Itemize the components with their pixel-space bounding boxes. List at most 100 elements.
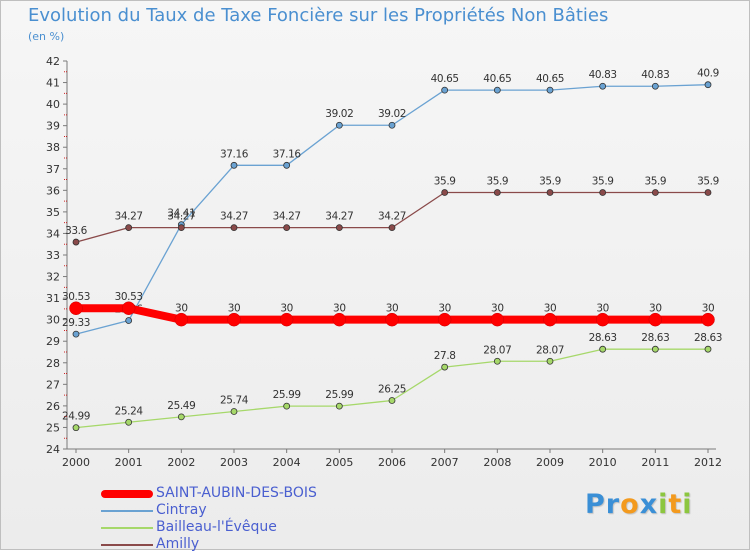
- logo-letter: x: [639, 489, 659, 520]
- data-label: 27.8: [434, 350, 456, 362]
- data-label: 35.9: [697, 175, 719, 187]
- data-point: [388, 397, 396, 404]
- legend-label-saint-aubin: SAINT-AUBIN-DES-BOIS: [156, 485, 317, 501]
- data-point: [546, 86, 554, 94]
- x-tick-label: 2003: [220, 456, 248, 469]
- data-point: [125, 418, 133, 426]
- x-tick-label: 2001: [115, 456, 143, 469]
- data-point: [69, 301, 83, 315]
- y-tick-label: 37: [46, 163, 60, 176]
- data-label: 35.9: [539, 175, 561, 187]
- y-tick-label: 26: [46, 400, 60, 413]
- x-tick-label: 2009: [536, 456, 564, 469]
- logo-letter: r: [605, 489, 621, 520]
- data-label: 30: [596, 303, 609, 315]
- data-label: 33.6: [65, 225, 87, 237]
- data-label: 34.27: [273, 211, 301, 223]
- data-point: [543, 312, 557, 327]
- x-tick-label: 2012: [694, 456, 722, 469]
- data-label: 39.02: [325, 108, 353, 120]
- y-tick-label: 33: [46, 249, 60, 262]
- x-tick-label: 2010: [589, 456, 617, 469]
- data-point: [651, 189, 659, 196]
- data-label: 28.63: [694, 332, 722, 344]
- data-label: 34.27: [220, 211, 248, 223]
- x-tick-label: 2000: [62, 456, 90, 469]
- data-point: [437, 312, 452, 327]
- logo-letter: P: [585, 489, 606, 520]
- data-point: [72, 330, 80, 338]
- data-point: [441, 189, 449, 196]
- data-point: [441, 86, 449, 94]
- data-point: [385, 312, 399, 327]
- data-label: 40.65: [483, 73, 511, 85]
- data-point: [230, 161, 238, 169]
- data-point: [388, 224, 396, 232]
- data-label: 25.49: [167, 400, 195, 412]
- data-point: [599, 82, 607, 90]
- legend-swatch-amilly: [101, 544, 153, 546]
- data-label: 34.41: [167, 208, 195, 220]
- data-point: [177, 413, 185, 421]
- data-point: [546, 357, 554, 365]
- data-label: 39.02: [378, 108, 406, 120]
- y-tick-label: 35: [46, 206, 60, 219]
- data-point: [283, 402, 291, 410]
- logo-letter: o: [620, 489, 640, 520]
- data-point: [335, 402, 343, 410]
- y-tick-label: 31: [46, 292, 60, 305]
- data-label: 28.07: [536, 344, 564, 356]
- legend-label-cintray: Cintray: [156, 502, 207, 518]
- data-point: [704, 345, 712, 353]
- data-point: [546, 189, 554, 196]
- series-bailleau-l-eveque: 24.99 25.24 25.49 25.74 25.99 25.99 26.25 27.8 2…: [62, 332, 722, 432]
- data-label: 25.24: [115, 405, 144, 417]
- data-point: [125, 224, 133, 232]
- y-tick-label: 30: [46, 314, 60, 327]
- data-point: [493, 86, 501, 94]
- x-tick-label: 2005: [325, 456, 353, 469]
- logo-letter: i: [682, 489, 693, 520]
- data-point: [72, 238, 80, 246]
- data-point: [283, 161, 291, 169]
- data-point: [493, 189, 501, 196]
- legend-label-bailleau: Bailleau-l'Évêque: [156, 519, 277, 535]
- data-label: 40.65: [536, 73, 564, 85]
- data-point: [704, 81, 712, 89]
- data-point: [648, 312, 663, 327]
- data-label: 30: [386, 303, 399, 315]
- data-label: 24.99: [62, 411, 90, 423]
- data-label: 40.65: [431, 73, 459, 85]
- data-label: 40.83: [589, 69, 617, 81]
- data-label: 26.25: [378, 384, 406, 396]
- data-point: [388, 121, 396, 129]
- data-point: [704, 189, 712, 196]
- data-label: 30: [649, 303, 662, 315]
- data-point: [332, 312, 347, 327]
- chart-title: Evolution du Taux de Taxe Foncière sur l…: [28, 5, 609, 26]
- data-point: [174, 312, 189, 327]
- y-tick-label: 38: [46, 141, 60, 154]
- data-point: [335, 224, 343, 232]
- y-tick-label: 28: [46, 357, 60, 370]
- data-point: [335, 121, 343, 129]
- x-tick-label: 2002: [167, 456, 195, 469]
- data-point: [283, 224, 291, 232]
- x-tick-label: 2004: [273, 456, 301, 469]
- data-point: [651, 82, 659, 90]
- data-label: 25.74: [220, 394, 249, 406]
- data-point: [177, 224, 185, 232]
- x-tick-label: 2011: [641, 456, 669, 469]
- data-point: [227, 312, 241, 327]
- y-tick-label: 24: [46, 443, 60, 456]
- data-label: 25.99: [273, 389, 301, 401]
- y-tick-label: 42: [46, 55, 60, 68]
- data-point: [230, 408, 238, 415]
- series-saint-aubin-des-bois: 30.53 30.53 30 30 30 30 30 30 30 30 30 30 30: [62, 291, 715, 327]
- data-label: 40.9: [697, 68, 719, 80]
- data-label: 34.27: [167, 211, 195, 223]
- series-cintray: 29.3329.9634.4137.1637.1639.0239.0240.65…: [62, 68, 719, 338]
- data-label: 30: [491, 303, 504, 315]
